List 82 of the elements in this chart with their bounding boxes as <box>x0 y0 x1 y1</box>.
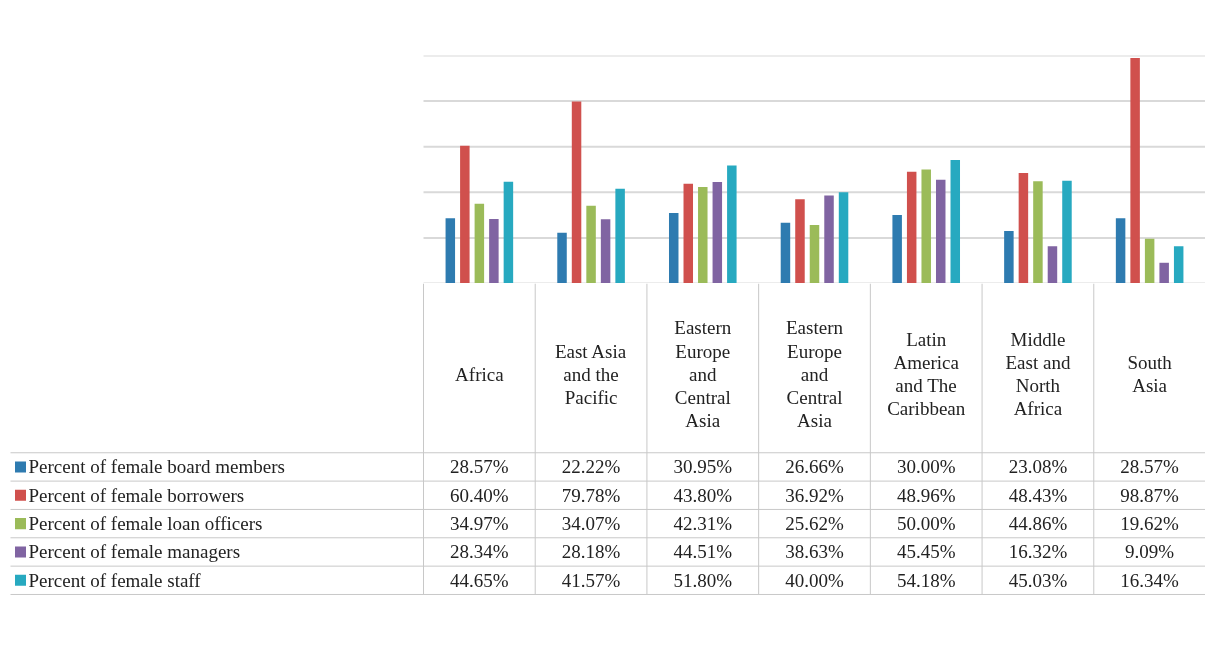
data-label: 51.80% <box>673 569 733 591</box>
data-label: 38.63% <box>785 541 844 563</box>
bar <box>503 181 514 283</box>
bar <box>780 222 791 283</box>
data-label: 45.45% <box>896 541 956 563</box>
bar <box>698 187 708 283</box>
data-label: 50.00% <box>896 513 956 535</box>
data-label: 34.07% <box>561 513 621 535</box>
data-label: 16.32% <box>1008 541 1068 563</box>
bar <box>1144 238 1155 283</box>
bar <box>1130 58 1140 283</box>
bar <box>1018 173 1029 283</box>
bar <box>1173 246 1184 283</box>
bar <box>460 145 470 283</box>
x-tick-label: Eastern Europe and Central Asia <box>786 317 844 431</box>
bar <box>615 188 625 283</box>
data-label: 28.18% <box>561 541 621 563</box>
bar <box>935 179 946 283</box>
legend-label: Percent of female borrowers <box>28 484 245 506</box>
bar <box>1004 230 1014 283</box>
data-label: 16.34% <box>1120 569 1180 591</box>
bar <box>586 205 596 283</box>
bar <box>668 212 679 283</box>
data-label: 26.66% <box>785 456 844 478</box>
data-label: 22.22% <box>561 456 621 478</box>
data-label: 42.31% <box>673 513 733 535</box>
x-tick-label: South Asia <box>1127 352 1173 397</box>
data-label: 30.00% <box>896 456 956 478</box>
bar <box>727 165 737 283</box>
bar <box>474 203 485 283</box>
data-label: 44.86% <box>1008 513 1068 535</box>
data-label: 48.43% <box>1008 484 1068 506</box>
data-label: 30.95% <box>673 456 733 478</box>
bar <box>712 182 723 283</box>
x-tick-label: Middle East and North Africa <box>1005 328 1071 420</box>
data-label: 28.34% <box>450 541 509 563</box>
x-tick-label: Africa <box>455 363 505 385</box>
bar <box>445 218 456 283</box>
bar <box>683 183 694 283</box>
data-label: 48.96% <box>896 484 956 506</box>
bar <box>838 192 849 283</box>
legend-label: Percent of female managers <box>28 541 241 563</box>
data-label: 43.80% <box>673 484 733 506</box>
data-label: 36.92% <box>785 484 844 506</box>
data-label: 45.03% <box>1008 569 1068 591</box>
legend-label: Percent of female loan officers <box>28 513 263 535</box>
bar <box>557 232 567 283</box>
data-label: 60.40% <box>450 484 509 506</box>
bar <box>1115 218 1126 283</box>
legend-label: Percent of female staff <box>28 569 202 591</box>
x-tick-label: Eastern Europe and Central Asia <box>674 317 732 431</box>
data-label: 41.57% <box>561 569 621 591</box>
data-label: 40.00% <box>785 569 844 591</box>
data-label: 44.65% <box>450 569 509 591</box>
data-label: 98.87% <box>1120 484 1180 506</box>
bar <box>1062 180 1072 283</box>
bar <box>795 199 805 283</box>
data-label: 9.09% <box>1125 541 1175 563</box>
bar <box>571 101 582 283</box>
legend-label: Percent of female board members <box>28 456 285 478</box>
x-tick-label: East Asia and the Pacific <box>554 340 627 408</box>
bar <box>906 171 917 283</box>
bar <box>892 215 902 283</box>
bar <box>1047 246 1058 283</box>
bar <box>921 169 931 283</box>
data-label: 79.78% <box>561 484 621 506</box>
data-label: 44.51% <box>673 541 733 563</box>
bar <box>600 219 611 283</box>
data-label: 34.97% <box>450 513 509 535</box>
data-label: 19.62% <box>1120 513 1180 535</box>
bar <box>950 159 961 283</box>
data-label: 28.57% <box>450 456 509 478</box>
data-label: 28.57% <box>1120 456 1180 478</box>
data-label: 25.62% <box>785 513 844 535</box>
bar <box>1033 181 1043 283</box>
data-label: 23.08% <box>1008 456 1068 478</box>
x-tick-label: Latin America and The Caribbean <box>887 328 966 420</box>
data-label: 54.18% <box>896 569 956 591</box>
bar <box>1159 262 1169 283</box>
bar <box>824 195 834 283</box>
bar <box>489 218 499 283</box>
bar <box>809 225 820 283</box>
